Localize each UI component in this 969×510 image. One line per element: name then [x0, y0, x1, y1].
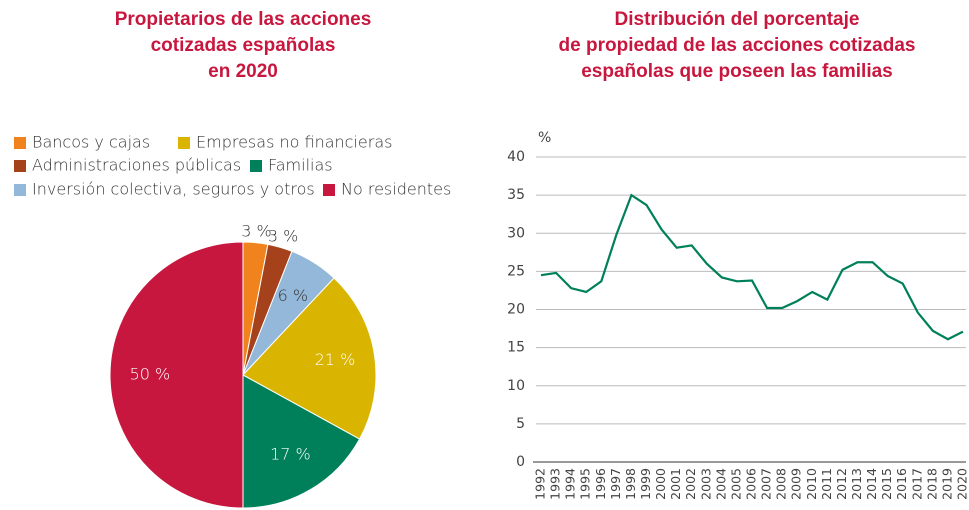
- y-axis-label: %: [538, 130, 551, 146]
- y-tick-label: 35: [507, 187, 525, 203]
- x-tick-label: 2003: [698, 468, 713, 500]
- y-tick-label: 20: [507, 302, 525, 318]
- x-tick-label: 2008: [774, 468, 789, 500]
- x-tick-label: 2017: [909, 468, 924, 500]
- y-tick-label: 5: [516, 416, 525, 432]
- chart-title: de propiedad de las acciones cotizadas: [559, 35, 916, 56]
- data-label: 3 %: [268, 227, 298, 246]
- pie-slice: [109, 241, 244, 509]
- data-label: 50 %: [130, 365, 171, 384]
- x-tick-label: 2015: [879, 468, 894, 500]
- y-tick-label: 0: [516, 454, 525, 470]
- legend-label: Inversión colectiva, seguros y otros: [32, 180, 315, 199]
- x-tick-label: 2009: [789, 468, 804, 500]
- x-tick-label: 2018: [924, 468, 939, 500]
- x-tick-label: 2006: [744, 468, 759, 500]
- legend-label: Bancos y cajas: [32, 133, 150, 152]
- x-tick-label: 2020: [955, 468, 969, 500]
- y-tick-label: 15: [507, 340, 525, 356]
- chart-title: españolas que poseen las familias: [581, 61, 893, 82]
- x-tick-label: 2000: [653, 468, 668, 500]
- x-tick-label: 1992: [533, 468, 548, 500]
- x-tick-label: 2010: [804, 468, 819, 500]
- x-tick-label: 2004: [713, 468, 728, 500]
- legend-swatch: [14, 160, 26, 172]
- legend-swatch: [178, 137, 190, 149]
- legend-label: Administraciones públicas: [32, 156, 241, 175]
- legend-swatch: [323, 184, 335, 196]
- legend-swatch: [250, 160, 262, 172]
- x-tick-label: 2019: [939, 468, 954, 500]
- data-line: [540, 193, 964, 341]
- legend-swatch: [14, 137, 26, 149]
- data-label: 6 %: [278, 286, 308, 305]
- chart-title: Propietarios de las acciones: [115, 9, 372, 30]
- x-tick-label: 2005: [728, 468, 743, 500]
- x-tick-label: 1994: [563, 468, 578, 500]
- data-label: 17 %: [270, 445, 311, 464]
- chart-title: en 2020: [208, 61, 278, 82]
- x-tick-label: 2016: [894, 468, 909, 500]
- legend-label: Familias: [268, 156, 333, 175]
- x-tick-label: 1999: [638, 468, 653, 500]
- x-tick-label: 1995: [578, 468, 593, 500]
- legend-label: No residentes: [341, 180, 451, 199]
- legend-label: Empresas no financieras: [196, 133, 392, 152]
- data-label: 21 %: [315, 350, 356, 369]
- x-tick-label: 2002: [683, 468, 698, 500]
- y-tick-label: 10: [507, 378, 525, 394]
- data-label: 3 %: [241, 221, 271, 240]
- pie-slice: [242, 374, 361, 509]
- chart-title: cotizadas españolas: [151, 35, 336, 56]
- pie-slice: [242, 277, 377, 440]
- legend-swatch: [14, 184, 26, 196]
- x-tick-label: 1997: [608, 468, 623, 500]
- x-tick-label: 1993: [548, 468, 563, 500]
- chart-title: Distribución del porcentaje: [615, 9, 860, 30]
- y-tick-label: 30: [507, 225, 525, 241]
- y-tick-label: 40: [507, 149, 525, 165]
- x-tick-label: 1998: [623, 468, 638, 500]
- x-tick-label: 2014: [864, 468, 879, 500]
- x-tick-label: 2011: [819, 468, 834, 500]
- x-tick-label: 2007: [759, 468, 774, 500]
- x-tick-label: 2013: [849, 468, 864, 500]
- x-tick-label: 2012: [834, 468, 849, 500]
- y-tick-label: 25: [507, 263, 525, 279]
- x-tick-label: 1996: [593, 468, 608, 500]
- x-tick-label: 2001: [668, 468, 683, 500]
